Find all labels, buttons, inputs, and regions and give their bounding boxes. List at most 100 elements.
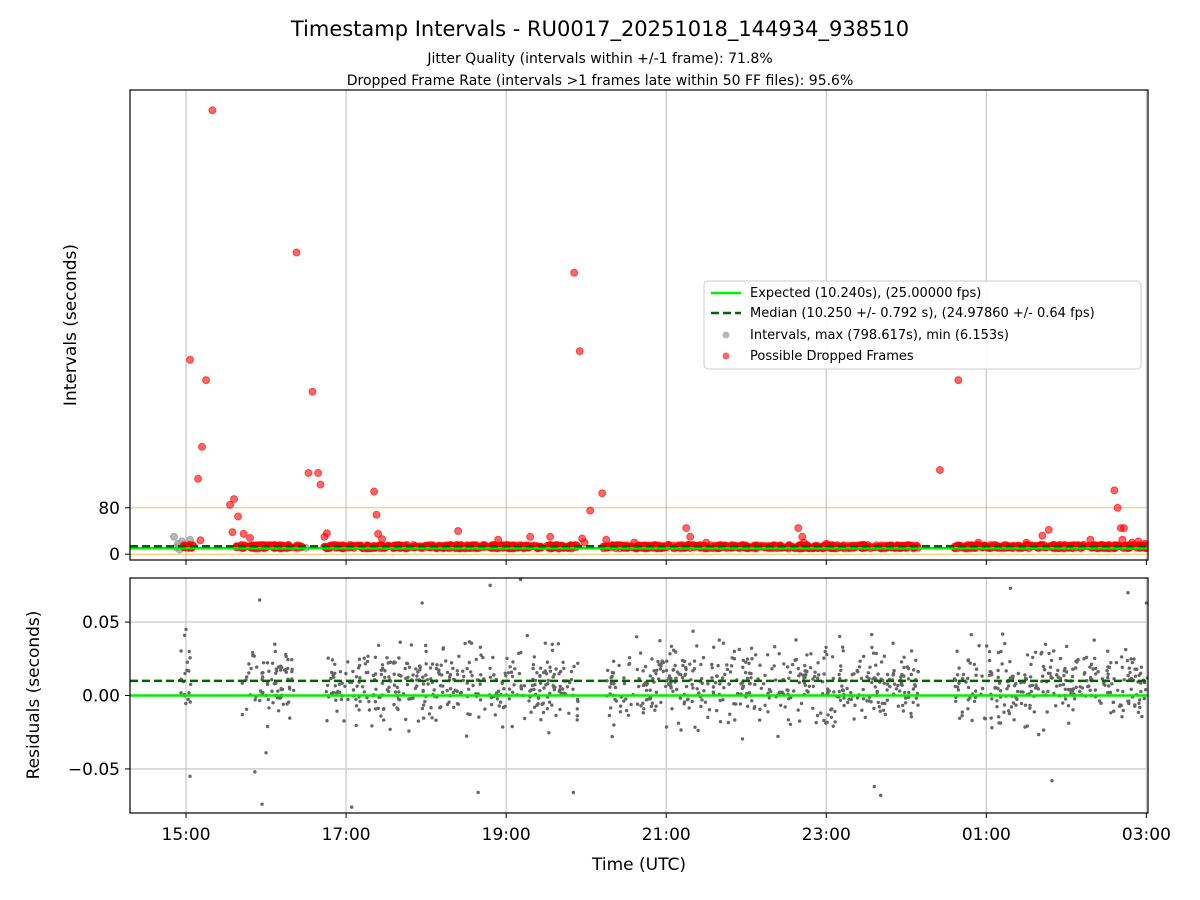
residual-point <box>837 672 841 677</box>
residual-point <box>641 711 645 715</box>
residual-point <box>1106 690 1110 695</box>
dropped-frame-point <box>374 529 383 538</box>
residual-point <box>532 687 536 692</box>
residual-point <box>658 667 662 671</box>
residual-point <box>258 698 262 703</box>
residual-point <box>747 682 752 686</box>
residual-point <box>1127 701 1131 706</box>
residual-point <box>637 677 641 681</box>
residual-point <box>713 680 718 685</box>
residual-point <box>572 664 576 669</box>
residual-point <box>885 682 890 686</box>
residual-point <box>1129 657 1133 661</box>
residual-point <box>416 670 420 674</box>
residual-point <box>883 712 887 717</box>
residual-point <box>796 666 800 671</box>
residual-point <box>376 706 380 710</box>
residual-point <box>1107 684 1111 688</box>
residual-point <box>1014 703 1018 707</box>
residual-point <box>1042 668 1047 672</box>
residual-point <box>333 684 337 688</box>
residual-point <box>496 689 501 693</box>
residual-point <box>286 657 290 662</box>
residual-point <box>868 665 872 669</box>
residual-point <box>825 687 830 691</box>
residual-point <box>729 664 734 668</box>
residual-point <box>441 647 445 651</box>
residual-point <box>382 718 386 722</box>
residual-point <box>870 632 874 637</box>
residual-point <box>629 702 633 707</box>
residual-point <box>706 715 710 719</box>
residual-point <box>710 676 714 680</box>
residual-point <box>801 673 805 677</box>
residual-point <box>901 709 906 713</box>
residual-point <box>1092 638 1096 642</box>
residual-point <box>874 651 879 656</box>
residual-point <box>772 664 776 668</box>
residual-point <box>626 713 631 717</box>
residual-point <box>558 684 562 689</box>
residual-point <box>1126 590 1130 595</box>
residual-point <box>1064 670 1069 674</box>
residual-point <box>725 667 730 672</box>
residual-point <box>266 697 270 702</box>
legend-median-label: Median (10.250 +/- 0.792 s), (24.97860 +… <box>750 306 1095 321</box>
residual-point <box>652 669 656 673</box>
residual-point <box>885 672 890 677</box>
residual-point <box>808 666 813 670</box>
residual-point <box>1000 662 1004 666</box>
residual-point <box>624 697 628 701</box>
residual-point <box>518 578 523 582</box>
residual-point <box>240 681 244 685</box>
residual-point <box>1036 687 1041 691</box>
residual-point <box>763 703 767 707</box>
residual-point <box>335 709 339 713</box>
residual-point <box>728 670 733 674</box>
residual-point <box>813 670 817 674</box>
residual-point <box>803 663 807 668</box>
residual-point <box>644 688 649 693</box>
residual-point <box>777 652 781 656</box>
residual-point <box>1088 688 1092 692</box>
residual-point <box>752 706 756 710</box>
residual-point <box>648 688 652 692</box>
residual-point <box>865 675 869 679</box>
residual-point <box>362 656 366 660</box>
residual-point <box>265 724 270 729</box>
residual-point <box>418 665 422 669</box>
residual-point <box>249 666 253 671</box>
residual-point <box>1007 711 1012 716</box>
residual-point <box>449 661 454 665</box>
residual-point <box>367 708 372 712</box>
residual-point <box>1041 674 1045 678</box>
residual-point <box>461 669 465 673</box>
residual-point <box>1133 704 1137 708</box>
residual-point <box>290 669 294 674</box>
residual-point <box>365 659 370 664</box>
residual-point <box>271 701 275 705</box>
residual-point <box>1084 655 1089 660</box>
residual-point <box>653 708 657 712</box>
residual-point <box>554 667 558 671</box>
residual-point <box>799 701 804 706</box>
residual-point <box>1032 710 1037 714</box>
dropped-frame-point <box>935 466 944 475</box>
residual-point <box>542 670 546 675</box>
residual-point <box>666 682 671 686</box>
residual-point <box>488 675 493 679</box>
residual-point <box>679 672 683 677</box>
residual-point <box>1144 688 1148 692</box>
residual-point <box>758 718 762 722</box>
residual-point <box>873 685 877 689</box>
residual-point <box>720 676 725 680</box>
residual-point <box>432 688 436 692</box>
residual-point <box>425 678 430 682</box>
residual-point <box>441 690 445 694</box>
residual-point <box>622 681 627 686</box>
residual-point <box>1093 656 1097 661</box>
residual-point <box>1074 685 1078 689</box>
legend-intervals-swatch <box>722 331 730 339</box>
residual-point <box>845 686 849 691</box>
residual-point <box>545 707 549 711</box>
